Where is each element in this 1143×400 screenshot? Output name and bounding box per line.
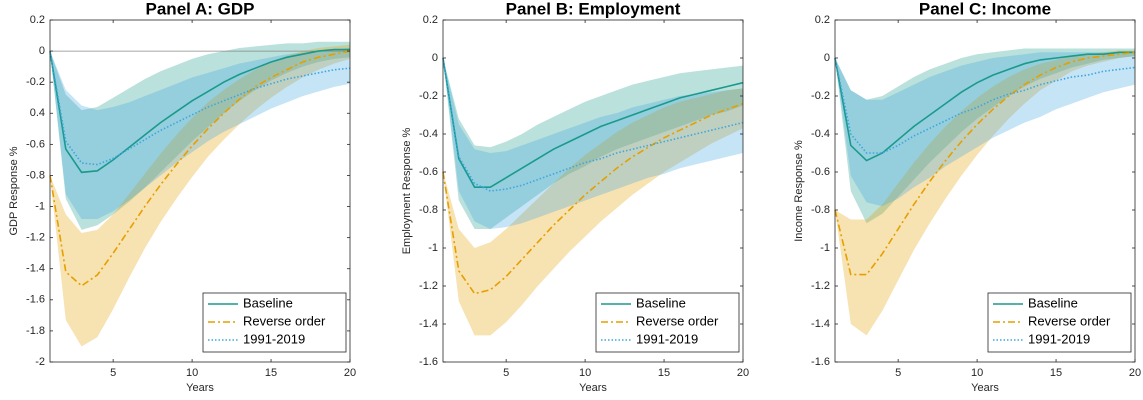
x-tick-label: 15	[658, 367, 670, 379]
y-tick-label: -0.4	[811, 128, 830, 140]
y-tick-label: 0.2	[423, 14, 438, 26]
y-tick-label: -1.6	[811, 356, 830, 368]
series-line	[442, 57, 744, 188]
y-tick-label: -0.2	[26, 76, 45, 88]
y-tick-label: -1.4	[419, 318, 438, 330]
y-tick-label: -0.2	[419, 90, 438, 102]
y-tick-label: -1.8	[26, 325, 45, 337]
legend-label: Baseline	[1028, 295, 1078, 310]
y-tick-label: -1.2	[419, 280, 438, 292]
y-axis-label: GDP Response %	[8, 146, 20, 235]
x-tick-label: 15	[1050, 367, 1062, 379]
panel: Panel C: Income Years Income Response % 0.2…	[793, 0, 1141, 394]
x-tick-label: 10	[971, 367, 983, 379]
y-tick-label: 0.4	[30, 107, 45, 119]
y-tick-label: -0.6	[419, 166, 438, 178]
x-tick-label: 20	[737, 367, 749, 379]
y-tick-label: 0	[824, 52, 830, 64]
y-tick-label: -0.4	[419, 128, 438, 140]
confidence-band	[835, 52, 1135, 207]
y-tick-label: 0.2	[30, 14, 45, 26]
panel-title: Panel A: GDP	[146, 0, 255, 18]
y-tick-label: -1	[428, 242, 438, 254]
x-tick-label: 15	[265, 367, 277, 379]
x-tick-label: 5	[503, 367, 509, 379]
y-axis-label: Income Response %	[793, 140, 805, 242]
x-tick-label: 10	[579, 367, 591, 379]
legend: Baseline Reverse order 1991-2019	[202, 292, 347, 353]
panel: Panel A: GDP Years GDP Response % 0.2 0 -0.2 0…	[8, 0, 356, 394]
x-tick-label: 5	[895, 367, 901, 379]
y-tick-label: -0.8	[419, 204, 438, 216]
y-tick-label: -1	[820, 242, 830, 254]
legend-label: Reverse order	[1028, 313, 1111, 328]
y-tick-label: -0.6	[811, 166, 830, 178]
y-tick-label: -1.2	[26, 232, 45, 244]
legend: Baseline Reverse order 1991-2019	[595, 292, 740, 353]
x-axis-label: Years	[186, 382, 214, 394]
plot-frame	[834, 19, 1136, 363]
legend-label: 1991-2019	[636, 331, 698, 346]
x-axis-label: Years	[971, 382, 999, 394]
panel-title: Panel C: Income	[919, 0, 1051, 18]
y-tick-label: -1	[35, 200, 45, 212]
y-tick-label: -1.4	[26, 263, 45, 275]
legend-label: 1991-2019	[243, 331, 305, 346]
series-line	[49, 50, 351, 166]
plot-frame	[442, 19, 744, 363]
x-tick-label: 5	[110, 367, 116, 379]
x-tick-label: 20	[1129, 367, 1141, 379]
y-tick-label: -1.2	[811, 280, 830, 292]
legend-label: Reverse order	[243, 313, 326, 328]
panel: Panel B: Employment Years Employment Respo…	[401, 0, 749, 394]
series-line	[834, 51, 1135, 162]
y-tick-label: -0.8	[811, 204, 830, 216]
series-line	[49, 50, 351, 287]
series-line	[442, 102, 744, 295]
confidence-band	[443, 58, 743, 229]
y-tick-label: 0	[39, 45, 45, 57]
y-tick-label: -2	[35, 356, 45, 368]
confidence-band	[443, 88, 743, 336]
legend-label: Baseline	[243, 295, 293, 310]
x-axis-label: Years	[579, 382, 607, 394]
y-tick-label: -0.6	[26, 138, 45, 150]
confidence-band	[50, 44, 350, 347]
confidence-band	[50, 47, 350, 219]
legend-label: Baseline	[636, 295, 686, 310]
y-tick-label: -1.6	[26, 294, 45, 306]
legend: Baseline Reverse order 1991-2019	[987, 292, 1132, 353]
y-axis-label: Employment Response %	[401, 128, 413, 255]
x-tick-label: 10	[186, 367, 198, 379]
plot-frame	[49, 19, 351, 363]
x-tick-label: 20	[344, 367, 356, 379]
confidence-band	[835, 50, 1135, 336]
series-line	[834, 57, 1136, 154]
y-tick-label: -1.4	[811, 318, 830, 330]
y-tick-label: -0.2	[811, 90, 830, 102]
series-line	[442, 57, 744, 192]
confidence-band	[835, 48, 1135, 224]
confidence-band	[443, 58, 743, 229]
y-tick-label: -1.6	[419, 356, 438, 368]
panel-title: Panel B: Employment	[506, 0, 681, 18]
legend-label: Reverse order	[636, 313, 719, 328]
legend-box	[595, 292, 740, 353]
y-tick-label: 0.2	[815, 14, 830, 26]
y-tick-label: 0	[432, 52, 438, 64]
y-tick-label: -0.8	[26, 169, 45, 181]
confidence-band	[50, 41, 350, 230]
legend-label: 1991-2019	[1028, 331, 1090, 346]
series-line	[49, 48, 350, 174]
